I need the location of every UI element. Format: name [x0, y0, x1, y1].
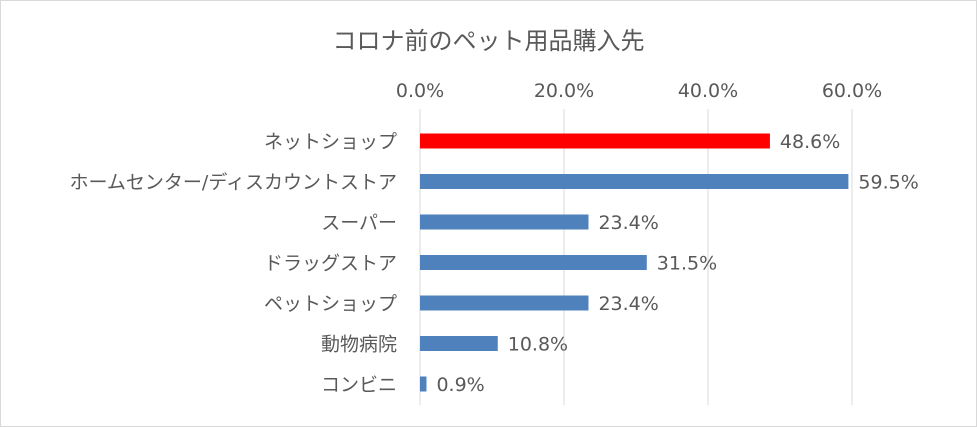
x-tick-label: 0.0% [396, 80, 444, 102]
bar [420, 174, 849, 189]
x-tick-label: 40.0% [678, 80, 738, 102]
x-tick-label: 60.0% [822, 80, 882, 102]
data-label: 59.5% [858, 172, 918, 194]
x-tick-label: 20.0% [534, 80, 594, 102]
bar [420, 255, 647, 270]
data-label: 10.8% [508, 334, 568, 356]
data-label: 0.9% [436, 374, 484, 396]
category-label: ペットショップ [264, 293, 397, 315]
data-label: 48.6% [780, 131, 840, 153]
data-label: 31.5% [657, 253, 717, 275]
bar [420, 295, 589, 311]
bar [420, 133, 770, 149]
bar [420, 214, 589, 230]
category-label: コンビニ [321, 374, 397, 396]
category-label: 動物病院 [321, 334, 397, 356]
bar [420, 336, 498, 351]
data-label: 23.4% [598, 293, 658, 315]
category-label: ドラッグストア [264, 253, 397, 275]
chart-title: コロナ前のペット用品購入先 [332, 27, 645, 55]
category-label: スーパー [321, 212, 397, 234]
data-label: 23.4% [598, 212, 658, 234]
category-label: ネットショップ [264, 131, 397, 153]
category-label: ホームセンター/ディスカウントストア [69, 172, 397, 194]
bar [420, 376, 427, 392]
